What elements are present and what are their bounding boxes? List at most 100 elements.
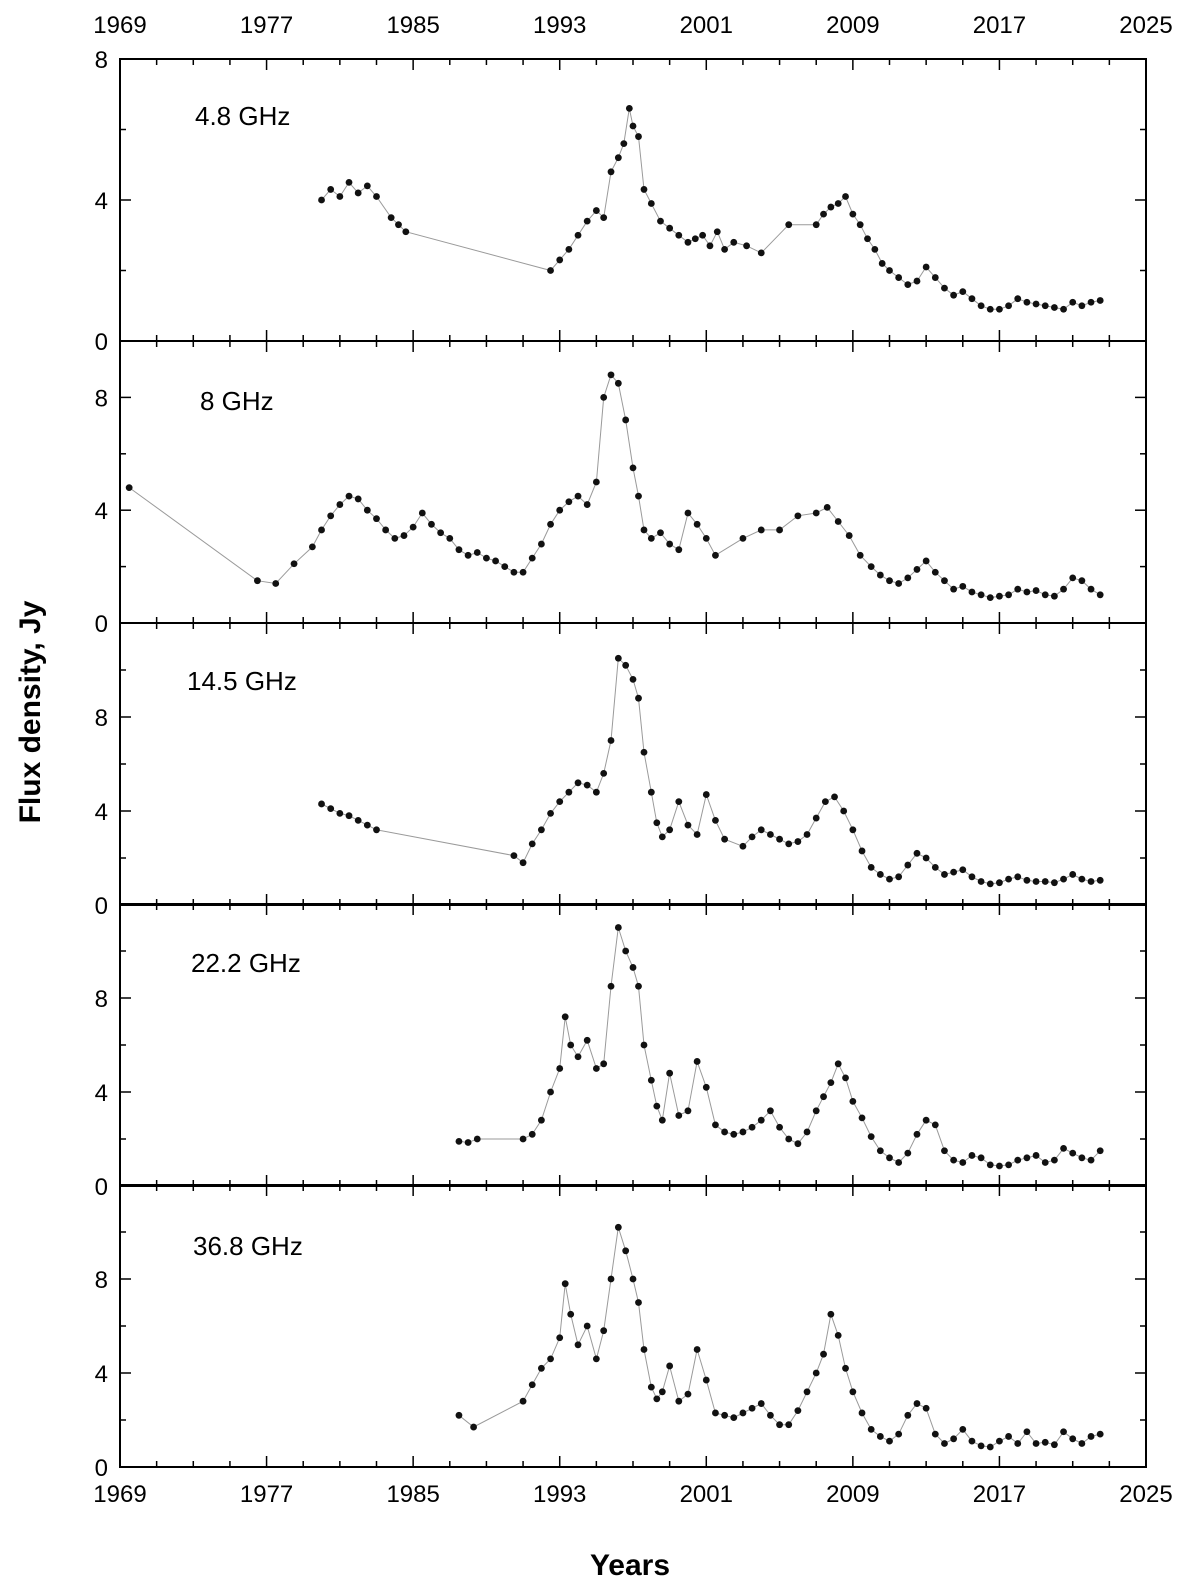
data-point bbox=[922, 854, 930, 862]
panel-4: 0 4 8 22.2 GHz bbox=[95, 903, 1147, 1201]
y-tick-label: 0 bbox=[95, 893, 108, 920]
data-point bbox=[858, 847, 866, 855]
x-tick-label-bottom: 2001 bbox=[680, 1481, 733, 1508]
data-point bbox=[1078, 875, 1086, 883]
data-point bbox=[702, 1083, 710, 1091]
data-point bbox=[876, 871, 884, 878]
data-point bbox=[684, 238, 692, 246]
data-point bbox=[986, 1443, 994, 1451]
data-point bbox=[607, 371, 615, 379]
data-point bbox=[794, 1140, 802, 1148]
data-point bbox=[812, 814, 820, 822]
data-point bbox=[767, 831, 774, 838]
y-tick-label: 0 bbox=[95, 329, 108, 356]
data-point bbox=[876, 1433, 884, 1440]
data-point bbox=[721, 1411, 729, 1419]
series-line bbox=[458, 1227, 1101, 1448]
data-point bbox=[864, 235, 871, 243]
data-point bbox=[607, 737, 615, 744]
data-point bbox=[886, 1437, 893, 1445]
data-point bbox=[886, 577, 893, 585]
data-point bbox=[856, 221, 864, 229]
data-point bbox=[640, 1346, 648, 1353]
data-point bbox=[1005, 1161, 1012, 1169]
data-point bbox=[354, 817, 362, 824]
data-point bbox=[1032, 587, 1040, 594]
data-point bbox=[640, 186, 648, 193]
data-point bbox=[867, 1133, 875, 1141]
data-point bbox=[748, 833, 756, 841]
x-tick-label-bottom: 1969 bbox=[93, 1481, 146, 1508]
data-point bbox=[712, 817, 719, 824]
data-point bbox=[1060, 585, 1067, 593]
data-point bbox=[968, 588, 976, 596]
data-point bbox=[391, 535, 399, 542]
data-point bbox=[702, 791, 710, 798]
data-point bbox=[629, 964, 637, 971]
data-point bbox=[959, 1159, 967, 1166]
data-point bbox=[647, 1076, 655, 1084]
data-point bbox=[895, 1430, 903, 1438]
data-point bbox=[1014, 585, 1022, 593]
data-point bbox=[675, 798, 683, 805]
data-point bbox=[327, 805, 335, 813]
panel-3: 0 4 8 14.5 GHz bbox=[95, 622, 1147, 920]
data-point bbox=[922, 1116, 930, 1124]
data-point bbox=[1005, 591, 1012, 599]
data-point bbox=[931, 568, 939, 576]
data-point bbox=[666, 540, 674, 548]
data-point bbox=[922, 1404, 930, 1412]
data-point bbox=[834, 1060, 842, 1068]
data-point bbox=[812, 1369, 820, 1377]
data-point bbox=[1096, 297, 1104, 304]
frequency-label: 22.2 GHz bbox=[191, 948, 301, 978]
x-tick-label-top: 1969 bbox=[93, 12, 146, 39]
data-point bbox=[272, 580, 280, 587]
data-point bbox=[831, 793, 838, 801]
data-point bbox=[730, 1414, 738, 1422]
data-point bbox=[1078, 1154, 1086, 1162]
data-point bbox=[1023, 298, 1031, 306]
data-point bbox=[653, 1395, 661, 1403]
data-point bbox=[607, 1275, 615, 1283]
data-point bbox=[941, 871, 948, 878]
data-point bbox=[785, 840, 793, 848]
data-point bbox=[363, 506, 371, 514]
data-point bbox=[986, 594, 994, 602]
data-point bbox=[556, 1334, 564, 1342]
x-tick-label-bottom: 2017 bbox=[973, 1481, 1026, 1508]
y-tick-label: 0 bbox=[95, 1174, 108, 1201]
data-point bbox=[748, 1123, 756, 1131]
data-point bbox=[1041, 591, 1049, 599]
data-point bbox=[1014, 873, 1022, 881]
data-point bbox=[547, 520, 554, 528]
data-point bbox=[941, 1440, 948, 1447]
data-point bbox=[996, 592, 1003, 600]
data-point bbox=[767, 1411, 774, 1419]
data-point bbox=[968, 873, 976, 881]
data-point bbox=[653, 819, 661, 827]
data-point bbox=[950, 868, 958, 876]
data-point bbox=[565, 788, 573, 796]
data-point bbox=[1060, 1145, 1067, 1152]
data-point bbox=[886, 875, 893, 883]
data-point bbox=[567, 1310, 575, 1318]
data-point bbox=[537, 540, 545, 548]
data-point bbox=[600, 1060, 608, 1068]
data-point bbox=[871, 245, 879, 253]
data-point bbox=[409, 523, 417, 531]
data-point bbox=[959, 582, 967, 590]
data-point bbox=[886, 1154, 893, 1162]
data-point bbox=[767, 1107, 774, 1115]
data-point bbox=[614, 1223, 622, 1231]
data-point bbox=[849, 210, 857, 218]
data-point bbox=[941, 284, 948, 292]
data-point bbox=[345, 812, 353, 820]
data-point bbox=[382, 526, 390, 534]
data-point bbox=[600, 1327, 608, 1335]
y-tick-label: 0 bbox=[95, 1455, 108, 1482]
y-tick-label: 4 bbox=[95, 1361, 108, 1388]
data-point bbox=[713, 228, 721, 236]
data-point bbox=[446, 535, 454, 542]
data-point bbox=[757, 1116, 765, 1124]
